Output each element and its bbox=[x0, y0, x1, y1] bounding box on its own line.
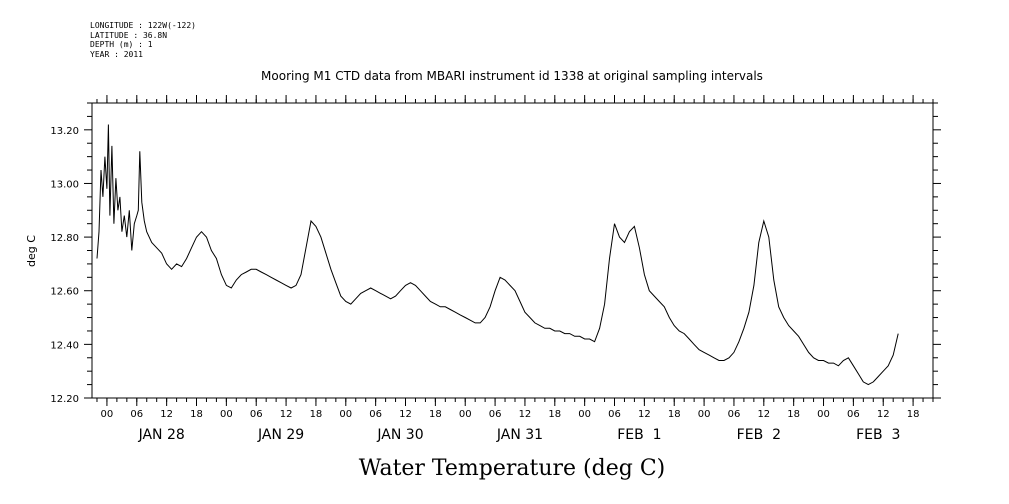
x-tick-label: 18 bbox=[190, 409, 203, 420]
x-axis-label: Water Temperature (deg C) bbox=[359, 456, 666, 481]
x-tick-label: 06 bbox=[369, 409, 382, 420]
x-tick-label: 06 bbox=[250, 409, 263, 420]
y-axis-label: deg C bbox=[25, 235, 38, 267]
x-day-label: JAN 31 bbox=[496, 427, 543, 443]
x-tick-label: 12 bbox=[638, 409, 651, 420]
year-line: YEAR : 2011 bbox=[90, 49, 143, 59]
x-tick-label: 12 bbox=[280, 409, 293, 420]
x-tick-label: 18 bbox=[668, 409, 681, 420]
x-tick-label: 06 bbox=[489, 409, 502, 420]
x-tick-label: 00 bbox=[220, 409, 233, 420]
x-day-label: FEB 3 bbox=[856, 427, 900, 443]
x-tick-label: 18 bbox=[787, 409, 800, 420]
x-day-label: FEB 2 bbox=[737, 427, 781, 443]
x-tick-label: 12 bbox=[877, 409, 890, 420]
x-tick-label: 00 bbox=[578, 409, 591, 420]
longitude-line: LONGITUDE : 122W(-122) bbox=[90, 21, 196, 30]
chart-title: Mooring M1 CTD data from MBARI instrumen… bbox=[261, 69, 763, 83]
x-day-label: JAN 28 bbox=[138, 427, 185, 443]
y-tick-label: 12.20 bbox=[50, 394, 79, 405]
temperature-series-line bbox=[96, 124, 899, 386]
x-tick-label: 00 bbox=[339, 409, 352, 420]
x-tick-label: 06 bbox=[608, 409, 621, 420]
x-day-label: FEB 1 bbox=[617, 427, 661, 443]
y-tick-label: 12.40 bbox=[50, 340, 79, 351]
x-tick-label: 12 bbox=[160, 409, 173, 420]
x-tick-label: 12 bbox=[399, 409, 412, 420]
metadata-block: LONGITUDE : 122W(-122) LATITUDE : 36.8N … bbox=[90, 21, 196, 59]
x-tick-label: 06 bbox=[847, 409, 860, 420]
x-tick-label: 00 bbox=[459, 409, 472, 420]
x-tick-label: 06 bbox=[130, 409, 143, 420]
x-tick-label: 12 bbox=[757, 409, 770, 420]
y-tick-label: 13.00 bbox=[50, 179, 79, 190]
plot-frame bbox=[91, 102, 934, 399]
x-tick-label: 12 bbox=[519, 409, 532, 420]
x-tick-label: 18 bbox=[429, 409, 442, 420]
depth-line: DEPTH (m) : 1 bbox=[90, 40, 153, 49]
x-tick-label: 00 bbox=[698, 409, 711, 420]
x-tick-label: 06 bbox=[728, 409, 741, 420]
y-tick-label: 12.80 bbox=[50, 233, 79, 244]
x-tick-label: 18 bbox=[548, 409, 561, 420]
y-tick-label: 12.60 bbox=[50, 287, 79, 298]
y-tick-label: 13.20 bbox=[50, 126, 79, 137]
x-tick-label: 00 bbox=[101, 409, 114, 420]
x-day-label: JAN 30 bbox=[376, 427, 423, 443]
x-tick-label: 00 bbox=[817, 409, 830, 420]
latitude-line: LATITUDE : 36.8N bbox=[90, 30, 168, 40]
x-day-label: JAN 29 bbox=[257, 427, 304, 443]
x-tick-label: 18 bbox=[310, 409, 323, 420]
x-tick-label: 18 bbox=[907, 409, 920, 420]
